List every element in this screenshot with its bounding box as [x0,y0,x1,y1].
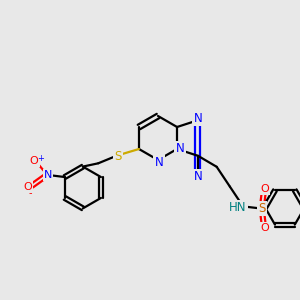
Text: HN: HN [229,201,247,214]
Text: N: N [44,170,52,180]
Text: S: S [114,150,122,163]
Text: +: + [37,154,44,163]
Text: N: N [194,170,202,183]
Text: O: O [261,223,269,233]
Text: O: O [30,156,38,166]
Text: N: N [194,112,202,125]
Text: S: S [258,202,266,215]
Text: O: O [23,182,32,192]
Text: O: O [261,184,269,194]
Text: N: N [176,142,184,155]
Text: N: N [154,155,164,169]
Text: -: - [29,188,32,198]
